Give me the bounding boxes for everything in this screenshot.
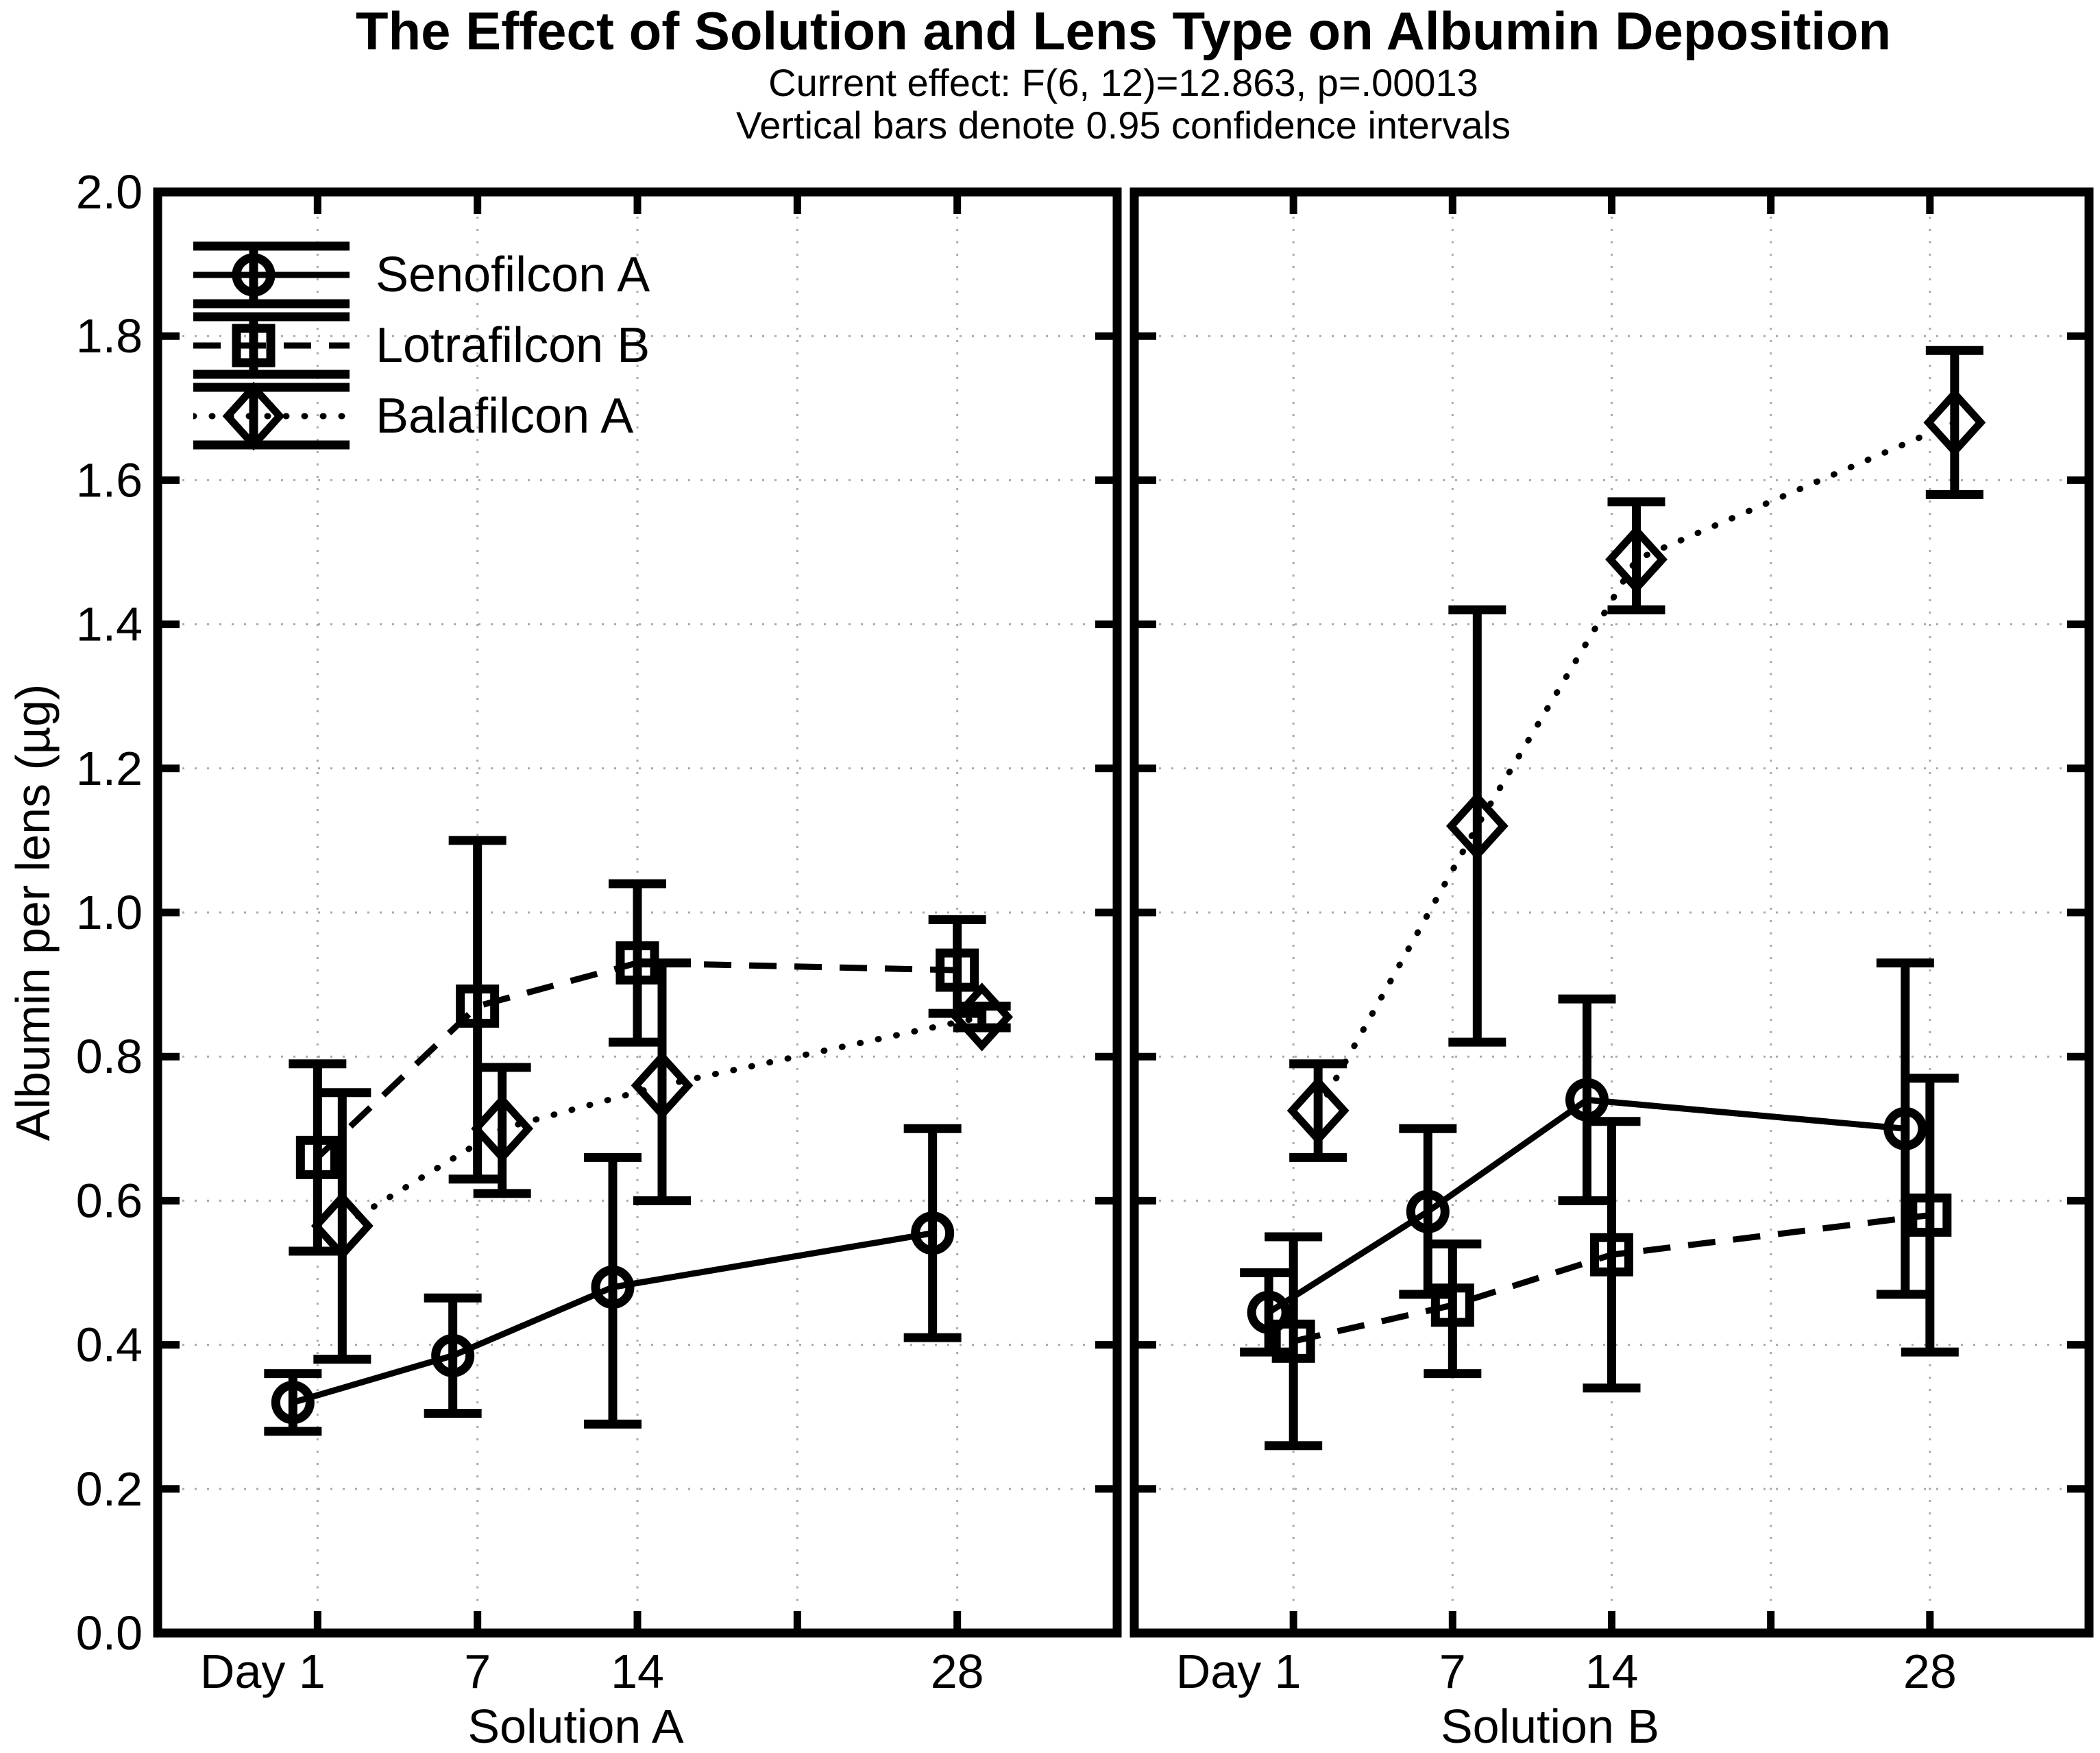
title-block: The Effect of Solution and Lens Type on … [158,0,2089,147]
circle-marker [1406,1189,1450,1233]
y-tick-label: 1.2 [76,742,143,795]
y-tick-label: 0.0 [76,1606,143,1660]
square-marker [1430,1283,1474,1327]
square-marker [1590,1233,1633,1277]
circle-marker [1247,1290,1291,1334]
series-line-senofilcon-a [292,1230,933,1405]
legend-label-balafilcon: Balafilcon A [376,388,634,444]
diamond-marker [471,1094,534,1163]
panel-xlabel: Solution A [467,1700,684,1753]
y-tick-label: 2.0 [76,165,143,219]
legend: Senofilcon A Lotrafilcon B Balafilcon A [193,239,650,451]
diamond-dotted-errorbar-icon [193,381,350,450]
y-tick-label: 1.4 [76,598,143,651]
diamond-marker [310,1191,374,1261]
series-line-lotrafilcon-b [1293,1211,1931,1344]
diamond-marker [1923,388,1986,457]
x-tick-label: 14 [1585,1645,1639,1698]
y-tick-label: 0.6 [76,1174,143,1227]
series-line-balafilcon-a [339,1013,986,1229]
y-tick-label: 1.6 [76,453,143,507]
circle-marker [591,1266,635,1309]
x-tick-label: 7 [1439,1645,1466,1698]
square-marker [295,1135,339,1179]
diamond-marker [1445,791,1509,861]
legend-label-lotrafilcon: Lotrafilcon B [376,317,650,373]
square-marker [1271,1319,1315,1363]
square-marker [1908,1193,1952,1237]
circle-solid-errorbar-icon [193,241,350,308]
circle-marker [1883,1107,1927,1150]
panel-xlabel: Solution B [1441,1700,1659,1753]
y-tick-label: 1.8 [76,309,143,363]
square-dashed-errorbar-icon [193,312,350,378]
legend-row-lotrafilcon: Lotrafilcon B [193,310,650,380]
x-tick-label: 28 [931,1645,984,1698]
diamond-marker [1605,524,1668,594]
legend-label-senofilcon: Senofilcon A [376,247,650,302]
x-tick-label: 7 [464,1645,491,1698]
circle-marker [911,1211,955,1255]
diamond-marker [631,1051,694,1120]
circle-marker [431,1333,475,1377]
legend-row-balafilcon: Balafilcon A [193,380,650,451]
series-line-balafilcon-a [1315,419,1958,1114]
diamond-marker [951,982,1014,1052]
x-tick-label: 14 [611,1645,664,1698]
series-line-lotrafilcon-b [315,960,957,1160]
chart-title: The Effect of Solution and Lens Type on … [355,1,1892,61]
x-tick-label: Day 1 [1176,1645,1302,1698]
circle-marker [1565,1078,1609,1122]
x-tick-label: Day 1 [200,1645,326,1698]
series-line-senofilcon-a [1267,1096,1906,1316]
square-marker [936,948,979,992]
y-tick-label: 1.0 [76,886,143,939]
diamond-marker [1286,1076,1350,1146]
y-tick-label: 0.4 [76,1318,143,1372]
y-tick-label: 0.2 [76,1462,143,1516]
chart-subtitle-ci: Vertical bars denote 0.95 confidence int… [735,104,1511,147]
x-tick-label: 28 [1903,1645,1957,1698]
square-marker [456,984,500,1028]
chart-subtitle-effect: Current effect: F(6, 12)=12.863, p=.0001… [768,61,1478,104]
circle-marker [271,1381,315,1425]
y-tick-label: 0.8 [76,1030,143,1083]
legend-row-senofilcon: Senofilcon A [193,239,650,310]
